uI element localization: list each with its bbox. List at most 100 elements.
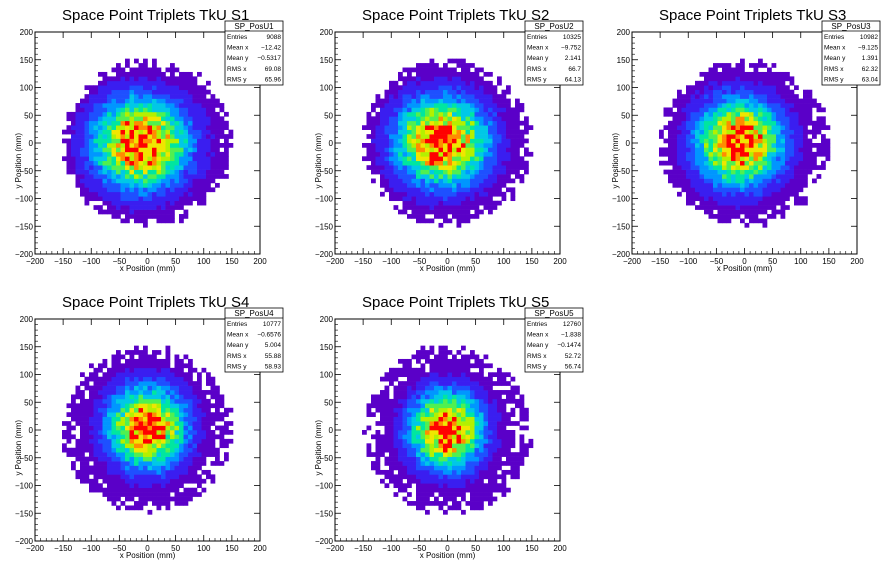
heatmap-cell bbox=[789, 151, 795, 157]
heatmap-cell bbox=[479, 94, 484, 99]
heatmap-cell bbox=[179, 447, 184, 453]
heatmap-cell bbox=[425, 421, 430, 426]
heatmap-cell bbox=[740, 111, 745, 117]
heatmap-cell bbox=[425, 350, 430, 355]
heatmap-cell bbox=[713, 120, 718, 126]
heatmap-cell bbox=[75, 407, 81, 413]
heatmap-cell bbox=[492, 134, 498, 139]
heatmap-cell bbox=[134, 398, 139, 404]
heatmap-cell bbox=[120, 376, 126, 382]
heatmap-cell bbox=[120, 209, 126, 215]
heatmap-cell bbox=[416, 143, 421, 148]
heatmap-cell bbox=[794, 116, 799, 122]
heatmap-cell bbox=[362, 156, 367, 162]
heatmap-cell bbox=[161, 151, 166, 157]
heatmap-cell bbox=[483, 125, 489, 130]
heatmap-cell bbox=[111, 111, 117, 117]
heatmap-cell bbox=[713, 89, 718, 95]
heatmap-cell bbox=[749, 85, 754, 91]
heatmap-cell bbox=[740, 125, 745, 130]
heatmap-cell bbox=[510, 160, 516, 166]
heatmap-cell bbox=[98, 425, 103, 431]
heatmap-cell bbox=[107, 407, 112, 413]
heatmap-cell bbox=[429, 111, 435, 117]
heatmap-cell bbox=[147, 89, 153, 95]
heatmap-cell bbox=[402, 496, 408, 502]
heatmap-cell bbox=[708, 182, 714, 188]
heatmap-cell bbox=[438, 169, 444, 175]
heatmap-cell bbox=[762, 147, 768, 153]
heatmap-cell bbox=[479, 209, 484, 215]
heatmap-cell bbox=[116, 76, 121, 82]
heatmap-cell bbox=[699, 120, 705, 126]
heatmap-cell bbox=[152, 134, 157, 139]
heatmap-cell bbox=[183, 178, 189, 184]
heatmap-cell bbox=[420, 385, 426, 391]
heatmap-cell bbox=[120, 116, 126, 122]
heatmap-cell bbox=[102, 178, 108, 184]
heatmap-cell bbox=[197, 191, 202, 197]
heatmap-cell bbox=[699, 129, 705, 135]
stats-row-label: RMS x bbox=[227, 66, 247, 73]
heatmap-cell bbox=[156, 358, 162, 364]
heatmap-cell bbox=[156, 398, 162, 404]
heatmap-cell bbox=[188, 358, 193, 364]
heatmap-cell bbox=[735, 98, 741, 104]
heatmap-cell bbox=[407, 407, 412, 413]
heatmap-cell bbox=[192, 138, 198, 144]
heatmap-cell bbox=[402, 169, 408, 175]
heatmap-cell bbox=[129, 178, 135, 184]
heatmap-cell bbox=[93, 465, 99, 471]
heatmap-cell bbox=[776, 196, 781, 202]
heatmap-cell bbox=[197, 385, 202, 391]
heatmap-cell bbox=[380, 438, 385, 444]
heatmap-cell bbox=[686, 143, 691, 148]
x-tick-label: 200 bbox=[253, 257, 267, 266]
heatmap-cell bbox=[690, 178, 696, 184]
heatmap-cell bbox=[188, 80, 193, 86]
heatmap-cell bbox=[120, 129, 126, 135]
heatmap-cell bbox=[429, 129, 435, 135]
heatmap-cell bbox=[686, 187, 691, 193]
heatmap-cell bbox=[134, 465, 139, 471]
heatmap-cell bbox=[776, 116, 781, 122]
heatmap-cell bbox=[407, 367, 412, 373]
heatmap-cell bbox=[785, 196, 790, 202]
stats-row-value: 62.32 bbox=[862, 66, 879, 73]
heatmap-cell bbox=[443, 94, 448, 99]
stats-box-name: SP_PosU4 bbox=[234, 309, 274, 318]
heatmap-cell bbox=[398, 398, 403, 404]
heatmap-cell bbox=[93, 89, 99, 95]
heatmap-cell bbox=[420, 496, 426, 502]
heatmap-cell bbox=[120, 372, 126, 378]
heatmap-cell bbox=[452, 205, 457, 210]
heatmap-cell bbox=[102, 129, 108, 135]
heatmap-cell bbox=[416, 394, 421, 400]
heatmap-cell bbox=[420, 218, 426, 224]
heatmap-cell bbox=[713, 125, 718, 130]
heatmap-cell bbox=[695, 85, 700, 91]
heatmap-cell bbox=[483, 85, 489, 91]
heatmap-cell bbox=[452, 182, 457, 188]
heatmap-cell bbox=[143, 125, 148, 130]
heatmap-cell bbox=[492, 169, 498, 175]
heatmap-cell bbox=[111, 80, 117, 86]
heatmap-cell bbox=[192, 412, 198, 417]
heatmap-cell bbox=[179, 129, 184, 135]
heatmap-cell bbox=[98, 85, 103, 91]
heatmap-cell bbox=[749, 125, 754, 130]
stats-row-value: −9.752 bbox=[561, 45, 581, 52]
heatmap-cell bbox=[416, 94, 421, 99]
heatmap-cell bbox=[206, 125, 211, 130]
heatmap-cell bbox=[794, 160, 799, 166]
heatmap-cell bbox=[98, 178, 103, 184]
heatmap-cell bbox=[143, 138, 148, 144]
heatmap-cell bbox=[776, 156, 781, 162]
heatmap-cell bbox=[116, 156, 121, 162]
heatmap-cell bbox=[188, 412, 193, 417]
heatmap-cell bbox=[120, 196, 126, 202]
heatmap-cell bbox=[138, 425, 144, 431]
heatmap-cell bbox=[98, 129, 103, 135]
heatmap-cell bbox=[789, 89, 795, 95]
heatmap-cell bbox=[384, 143, 390, 148]
